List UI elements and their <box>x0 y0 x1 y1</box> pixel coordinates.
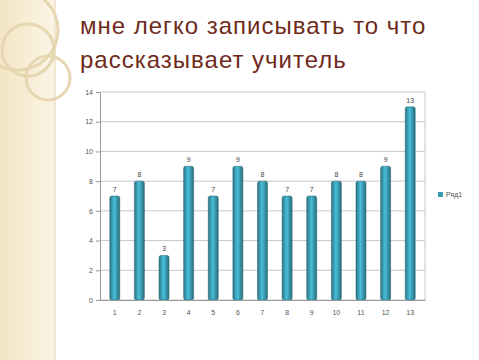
bar <box>208 196 218 300</box>
y-tick: 8 <box>89 178 100 185</box>
y-tick: 12 <box>85 118 100 125</box>
data-label: 9 <box>187 156 191 163</box>
data-label: 9 <box>384 156 388 163</box>
bar <box>258 181 268 300</box>
bars <box>110 107 415 300</box>
x-tick-label: 4 <box>187 309 191 316</box>
bar <box>282 196 292 300</box>
bar <box>331 181 341 300</box>
data-label: 8 <box>359 171 363 178</box>
slide: мне легко записывать то чторассказывает … <box>0 0 479 360</box>
bar <box>356 181 366 300</box>
data-label: 7 <box>285 186 289 193</box>
data-label: 13 <box>406 97 414 104</box>
x-tick: 13 <box>406 309 414 316</box>
y-tick-mark <box>96 211 100 212</box>
decoration <box>0 0 70 360</box>
x-tick: 2 <box>137 309 141 316</box>
data-labels: 7 8 3 9 7 9 8 7 7 8 8 9 13 <box>113 97 414 253</box>
bar <box>307 196 317 300</box>
x-tick: 1 <box>113 309 117 316</box>
plot-frame <box>425 92 426 300</box>
y-tick-label: 6 <box>89 208 93 215</box>
bar <box>134 181 144 300</box>
x-axis: 12345678910111213 <box>101 301 426 316</box>
y-tick-label: 2 <box>89 267 93 274</box>
y-axis-line <box>96 93 101 301</box>
y-tick-label: 4 <box>89 237 93 244</box>
y-tick-label: 0 <box>89 297 93 304</box>
data-label: 7 <box>310 186 314 193</box>
y-tick-label: 10 <box>85 148 93 155</box>
grid-line <box>100 151 425 152</box>
x-tick: 6 <box>236 309 240 316</box>
bar <box>233 166 243 300</box>
data-label: 7 <box>113 186 117 193</box>
x-tick: 12 <box>382 309 390 316</box>
x-tick-label: 13 <box>406 309 414 316</box>
data-label: 7 <box>211 186 215 193</box>
y-tick: 4 <box>89 237 100 244</box>
y-tick-mark <box>96 92 100 93</box>
x-tick-label: 1 <box>113 309 117 316</box>
grid-line <box>100 92 425 93</box>
x-tick: 8 <box>285 309 289 316</box>
y-tick-label: 12 <box>85 118 93 125</box>
bar <box>381 166 391 300</box>
y-tick-mark <box>96 151 100 152</box>
x-tick-label: 7 <box>261 309 265 316</box>
y-tick-mark <box>96 300 100 301</box>
x-tick: 7 <box>261 309 265 316</box>
data-label: 9 <box>236 156 240 163</box>
bar <box>110 196 120 300</box>
x-tick-label: 12 <box>382 309 390 316</box>
y-tick: 14 <box>85 89 100 96</box>
x-tick-label: 8 <box>285 309 289 316</box>
x-tick: 4 <box>187 309 191 316</box>
x-tick: 9 <box>310 309 314 316</box>
y-tick: 6 <box>89 208 100 215</box>
y-tick: 10 <box>85 148 100 155</box>
side-panel <box>0 0 55 360</box>
y-tick-mark <box>96 122 100 123</box>
deco-circle <box>0 0 58 70</box>
y-tick: 2 <box>89 267 100 274</box>
x-tick-label: 6 <box>236 309 240 316</box>
y-tick: 0 <box>89 297 100 304</box>
data-label: 8 <box>137 171 141 178</box>
data-label: 8 <box>334 171 338 178</box>
y-tick-label: 8 <box>89 178 93 185</box>
grid <box>100 92 425 300</box>
legend-label: Ряд1 <box>446 191 462 199</box>
x-tick: 3 <box>162 309 166 316</box>
data-label: 8 <box>261 171 265 178</box>
x-tick-label: 2 <box>137 309 141 316</box>
y-tick-mark <box>96 181 100 182</box>
bar <box>159 255 169 300</box>
y-tick-mark <box>96 270 100 271</box>
x-tick: 11 <box>357 309 364 316</box>
deco-circle <box>26 56 70 100</box>
y-axis: 0 2 4 6 8 10 12 14 <box>85 89 100 304</box>
x-tick: 10 <box>332 309 340 316</box>
bar <box>184 166 194 300</box>
x-tick-label: 9 <box>310 309 314 316</box>
legend: Ряд1 <box>438 191 462 199</box>
y-tick-mark <box>96 241 100 242</box>
x-tick: 5 <box>211 309 215 316</box>
x-tick-label: 3 <box>162 309 166 316</box>
grid-line <box>100 121 425 122</box>
x-tick-label: 10 <box>332 309 340 316</box>
data-label: 3 <box>162 245 166 252</box>
x-axis-line <box>101 300 426 301</box>
title: мне легко записывать то чторассказывает … <box>80 12 426 73</box>
x-tick-label: 11 <box>357 309 364 316</box>
y-tick-label: 14 <box>85 89 93 96</box>
bar <box>405 107 415 300</box>
x-tick-label: 5 <box>211 309 215 316</box>
legend-swatch <box>438 192 443 197</box>
